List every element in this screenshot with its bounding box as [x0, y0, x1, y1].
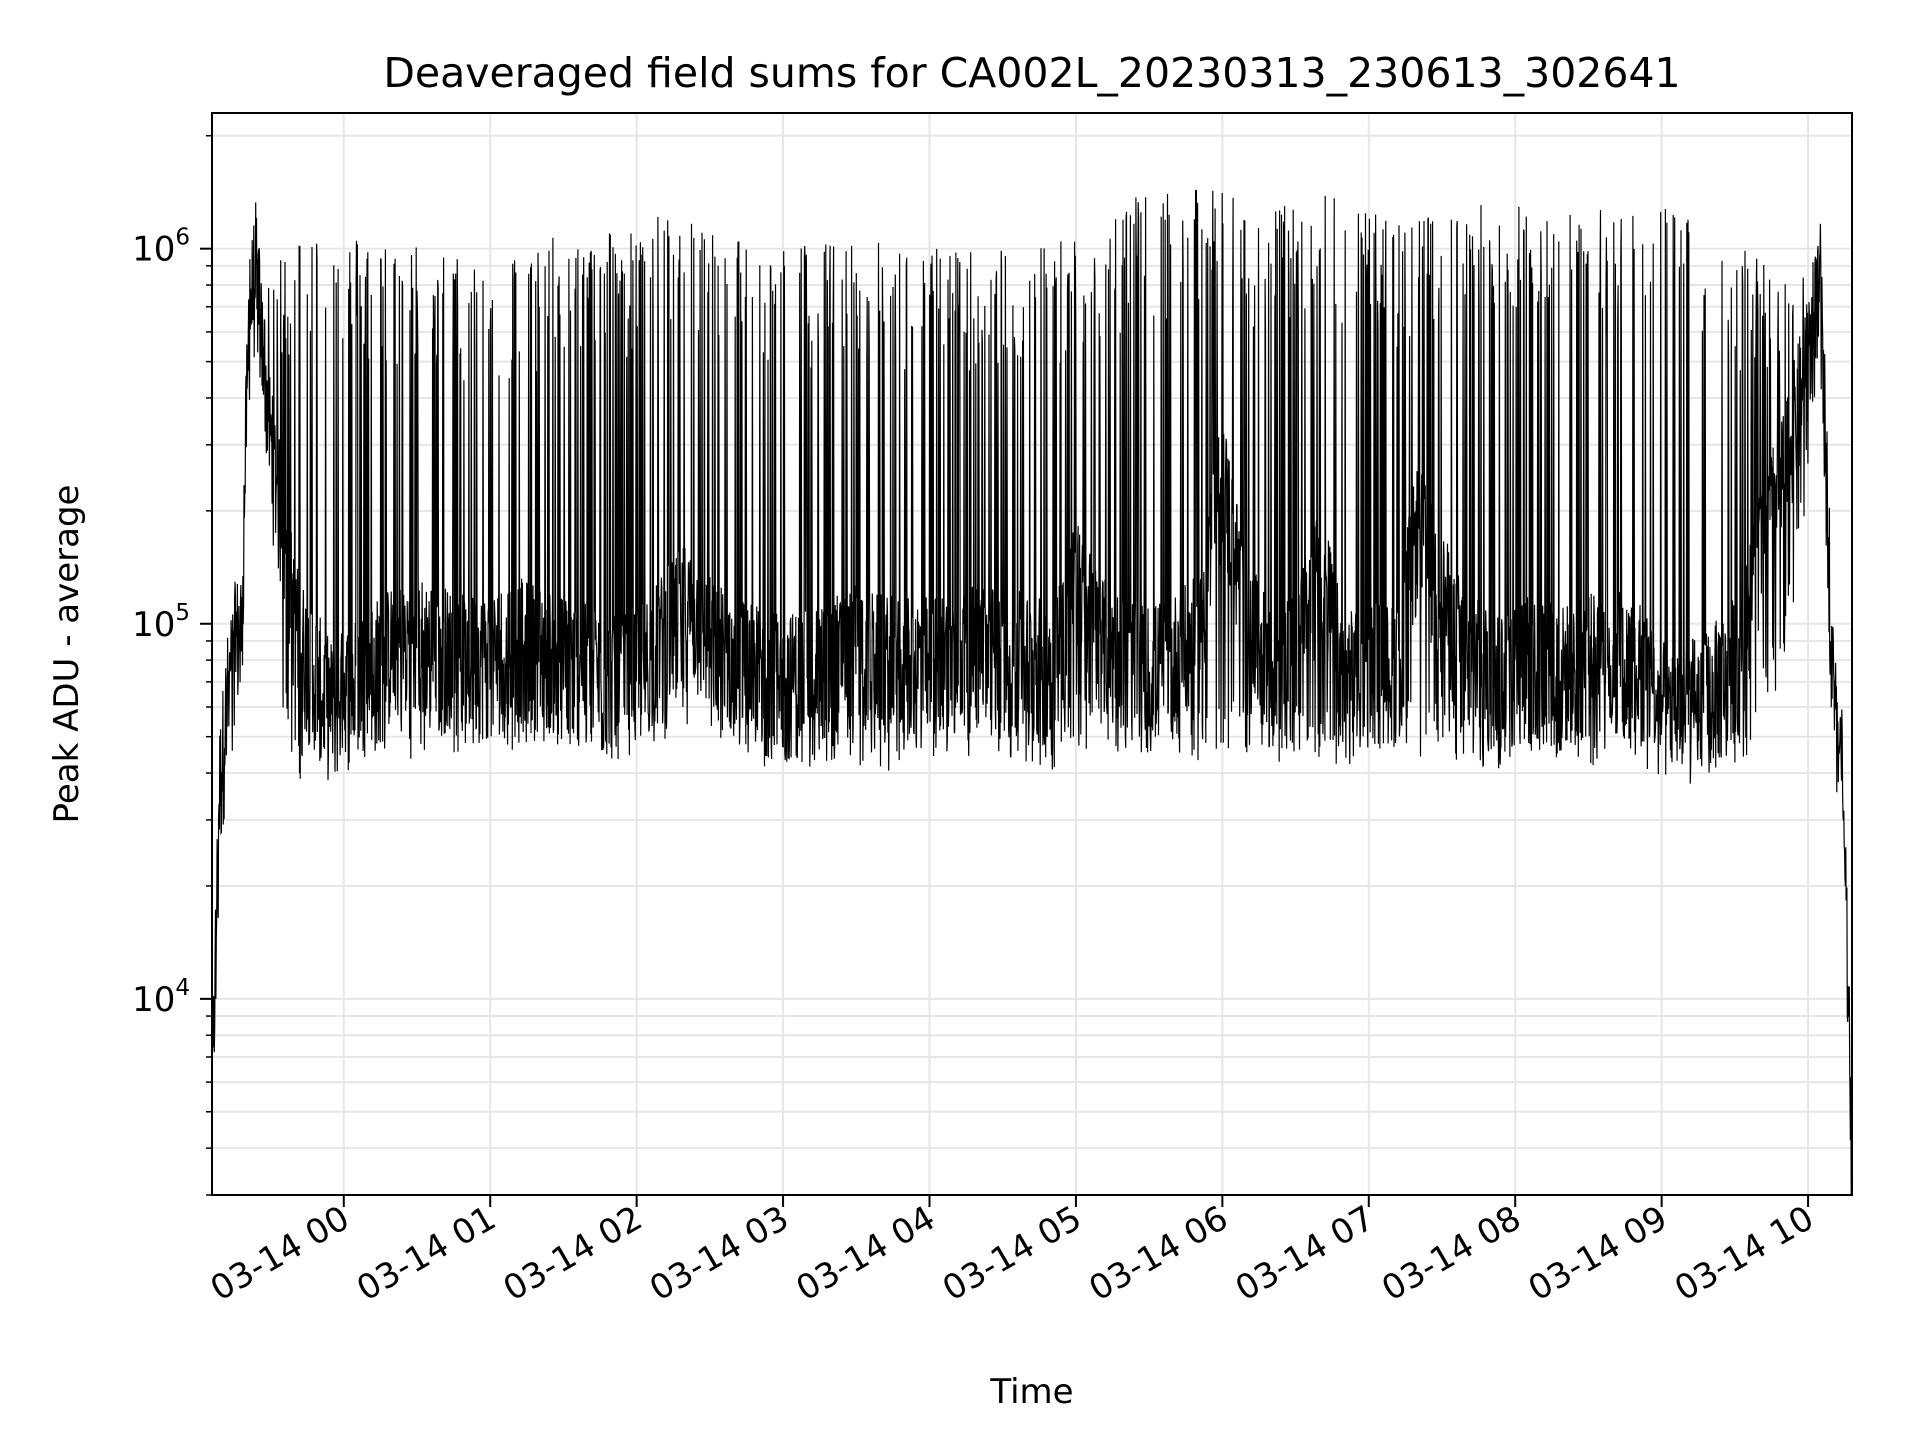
y-tick-label: 104 — [132, 975, 190, 1020]
chart-title: Deaveraged field sums for CA002L_2023031… — [383, 49, 1680, 97]
plot-frame — [211, 112, 1853, 1196]
series-line-0 — [211, 189, 1853, 1196]
x-axis-label: Time — [989, 1372, 1073, 1412]
plot-lines — [211, 189, 1853, 1196]
y-axis: 104 105 106 — [132, 135, 212, 1196]
y-axis-label: Peak ADU - average — [47, 485, 87, 824]
y-tick-label: 105 — [132, 600, 190, 645]
y-tick-label: 106 — [132, 225, 190, 270]
